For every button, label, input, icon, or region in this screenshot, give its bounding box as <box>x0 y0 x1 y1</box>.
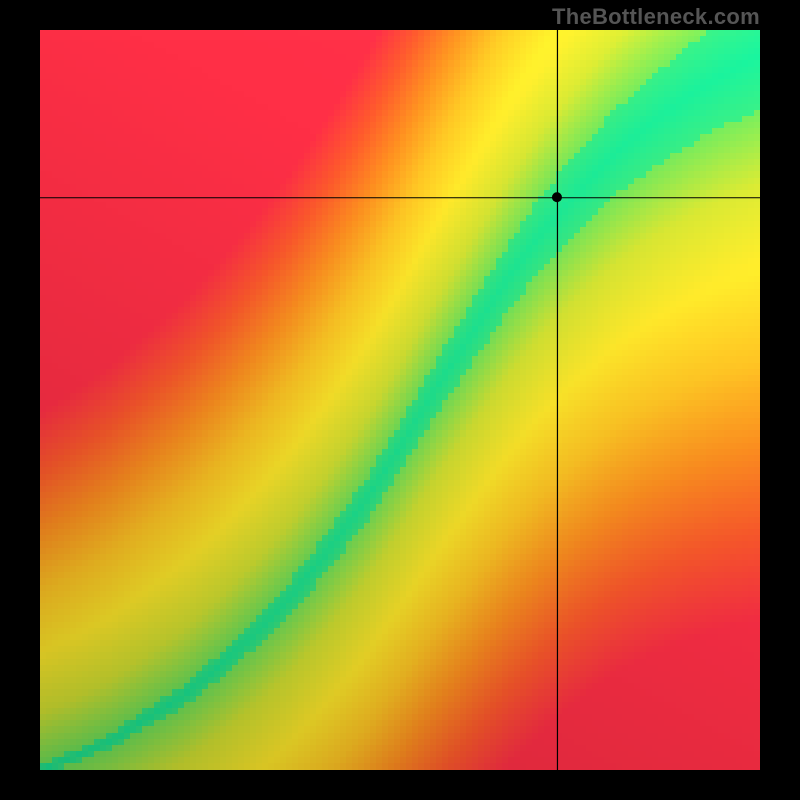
watermark-text: TheBottleneck.com <box>552 4 760 30</box>
plot-area <box>40 30 760 770</box>
heatmap-canvas <box>40 30 760 770</box>
chart-container: TheBottleneck.com <box>0 0 800 800</box>
